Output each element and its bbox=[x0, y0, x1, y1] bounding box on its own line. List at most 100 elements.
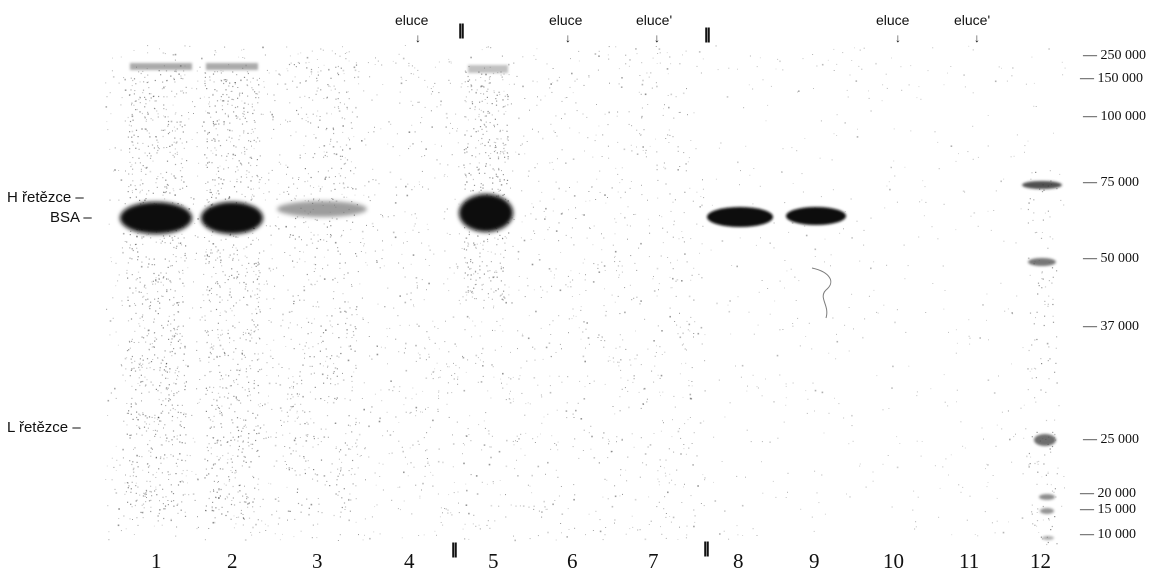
lane-smear-dot bbox=[288, 63, 291, 66]
gel-speckle bbox=[888, 181, 890, 183]
gel-speckle bbox=[625, 533, 627, 535]
gel-speckle bbox=[242, 448, 244, 450]
gel-speckle bbox=[498, 167, 500, 169]
gel-speckle bbox=[290, 406, 292, 407]
gel-speckle bbox=[531, 492, 533, 494]
lane-smear-dot bbox=[160, 362, 162, 364]
gel-speckle bbox=[438, 395, 439, 397]
gel-speckle bbox=[355, 62, 357, 64]
lane-smear-dot bbox=[135, 188, 137, 191]
gel-speckle bbox=[273, 298, 275, 300]
gel-speckle bbox=[353, 173, 355, 175]
gel-speckle bbox=[139, 325, 141, 327]
lane-smear-dot bbox=[146, 167, 148, 169]
lane-smear-dot bbox=[132, 180, 134, 182]
gel-speckle bbox=[263, 250, 265, 252]
gel-speckle bbox=[644, 538, 647, 541]
gel-speckle bbox=[604, 383, 606, 385]
gel-speckle bbox=[962, 445, 964, 447]
gel-speckle bbox=[211, 234, 213, 236]
gel-speckle bbox=[175, 369, 177, 371]
gel-speckle bbox=[210, 204, 213, 206]
lane-smear-dot bbox=[226, 495, 228, 498]
gel-speckle bbox=[323, 278, 326, 280]
lane-smear-dot bbox=[350, 473, 352, 476]
gel-speckle bbox=[551, 285, 553, 287]
lane-smear-dot bbox=[214, 138, 216, 140]
gel-speckle bbox=[547, 461, 549, 464]
gel-speckle bbox=[303, 286, 305, 288]
gel-speckle bbox=[428, 282, 430, 285]
lane-smear-dot bbox=[477, 235, 479, 237]
gel-speckle bbox=[512, 398, 514, 400]
gel-speckle bbox=[702, 179, 703, 181]
lane-smear-dot bbox=[130, 406, 132, 408]
lane-smear-dot bbox=[176, 435, 178, 437]
gel-speckle bbox=[572, 158, 575, 160]
lane-smear-dot bbox=[258, 455, 260, 458]
gel-speckle bbox=[968, 335, 970, 337]
lane-smear-dot bbox=[154, 79, 156, 82]
gel-speckle bbox=[508, 286, 510, 288]
gel-speckle bbox=[661, 216, 663, 218]
lane-smear-dot bbox=[127, 296, 129, 298]
gel-speckle bbox=[298, 179, 299, 180]
gel-speckle bbox=[477, 381, 479, 383]
gel-speckle bbox=[479, 528, 481, 530]
gel-speckle bbox=[830, 265, 831, 267]
gel-speckle bbox=[719, 533, 721, 535]
gel-speckle bbox=[310, 332, 312, 334]
gel-speckle bbox=[572, 446, 574, 448]
gel-speckle bbox=[419, 354, 421, 356]
lane-smear-dot bbox=[224, 310, 226, 312]
gel-speckle bbox=[219, 165, 221, 167]
gel-speckle bbox=[174, 96, 176, 98]
lane-smear-dot bbox=[219, 296, 221, 298]
gel-speckle bbox=[431, 126, 433, 128]
gel-speckle bbox=[225, 374, 227, 376]
gel-speckle bbox=[571, 296, 573, 297]
lane-smear-dot bbox=[134, 447, 136, 449]
lane-smear-dot bbox=[210, 310, 212, 312]
gel-speckle bbox=[465, 371, 467, 373]
lane-smear-dot bbox=[243, 132, 245, 134]
gel-speckle bbox=[341, 461, 343, 463]
gel-speckle bbox=[702, 474, 704, 476]
gel-speckle bbox=[144, 327, 146, 329]
lane-smear-dot bbox=[234, 154, 236, 156]
gel-speckle bbox=[560, 213, 563, 215]
gel-speckle bbox=[620, 213, 622, 215]
gel-speckle bbox=[409, 412, 411, 414]
gel-speckle bbox=[943, 308, 945, 310]
gel-speckle bbox=[844, 122, 846, 124]
gel-speckle bbox=[475, 475, 478, 477]
gel-speckle bbox=[679, 111, 681, 113]
gel-speckle bbox=[418, 101, 420, 103]
lane-smear-dot bbox=[227, 100, 229, 102]
lane-smear-dot bbox=[214, 179, 216, 181]
lane-smear-dot bbox=[329, 220, 331, 222]
gel-speckle bbox=[433, 370, 435, 372]
gel-speckle bbox=[587, 375, 589, 377]
gel-speckle bbox=[812, 54, 814, 55]
lane-smear-dot bbox=[181, 176, 183, 178]
lane-smear-dot bbox=[209, 386, 211, 388]
gel-speckle bbox=[566, 536, 568, 538]
gel-speckle bbox=[896, 436, 898, 438]
lane-smear-dot bbox=[247, 441, 249, 443]
lane-smear-dot bbox=[155, 241, 157, 243]
lane-smear-dot bbox=[228, 480, 230, 482]
gel-speckle bbox=[275, 225, 277, 227]
gel-speckle bbox=[785, 404, 787, 406]
gel-speckle bbox=[601, 261, 603, 263]
gel-speckle bbox=[482, 347, 484, 350]
lane-smear-dot bbox=[244, 389, 246, 391]
gel-speckle bbox=[550, 270, 552, 272]
lane-smear-dot bbox=[255, 308, 257, 310]
lane-smear-dot bbox=[502, 270, 504, 272]
gel-speckle bbox=[660, 395, 661, 397]
gel-speckle bbox=[330, 89, 332, 91]
lane-smear-dot bbox=[141, 366, 143, 368]
gel-speckle bbox=[684, 483, 685, 485]
lane-smear-dot bbox=[234, 477, 236, 479]
